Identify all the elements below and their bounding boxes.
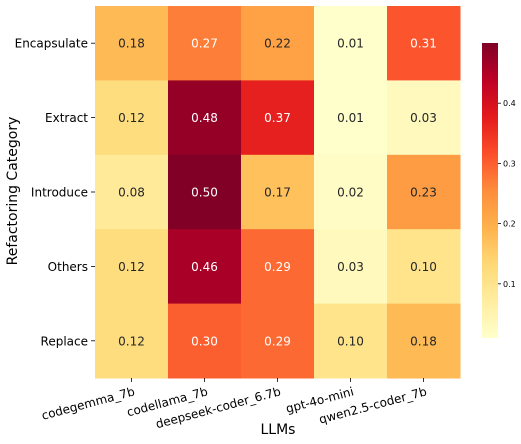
- cell-value-label: 0.03: [410, 111, 437, 125]
- heatmap-cell: [168, 6, 242, 81]
- cell-value-label: 0.18: [410, 334, 437, 348]
- heatmap-cell: [168, 80, 242, 156]
- y-axis-ticks: Encapsulate Extract Introduce Others Replace: [15, 37, 95, 348]
- heatmap-cell: [95, 6, 169, 81]
- cell-value-label: 0.46: [191, 260, 218, 274]
- heatmap-cell: [387, 154, 461, 230]
- y-tick-label: Extract: [45, 111, 88, 125]
- colorbar-tick-label: 0.3: [503, 159, 516, 168]
- cell-value-label: 0.12: [118, 260, 145, 274]
- heatmap-cell: [314, 154, 388, 230]
- cell-value-label: 0.27: [191, 37, 218, 51]
- heatmap-cell: [241, 6, 315, 81]
- cell-value-label: 0.03: [337, 260, 364, 274]
- colorbar-tick-label: 0.2: [503, 220, 516, 229]
- heatmap-cell: [95, 229, 169, 305]
- cell-value-label: 0.48: [191, 111, 218, 125]
- cell-value-label: 0.02: [337, 186, 364, 200]
- colorbar: [482, 43, 498, 338]
- heatmap-cell: [314, 6, 388, 81]
- cell-value-label: 0.30: [191, 334, 218, 348]
- heatmap-cell: [387, 303, 461, 379]
- x-tick-label: codegemma_7b: [40, 384, 136, 422]
- heatmap-cell: [387, 6, 461, 81]
- cell-value-label: 0.22: [264, 37, 291, 51]
- heatmap-cell: [168, 303, 242, 379]
- x-axis-label: LLMs: [261, 422, 296, 438]
- cell-value-label: 0.29: [264, 334, 291, 348]
- colorbar-tick-label: 0.1: [503, 280, 516, 289]
- cell-value-label: 0.17: [264, 186, 291, 200]
- heatmap-cell: [168, 154, 242, 230]
- colorbar-ticks: 0.1 0.2 0.3 0.4: [498, 99, 516, 289]
- heatmap-cell: [387, 229, 461, 305]
- heatmap-cell: [314, 80, 388, 156]
- heatmap-cell: [314, 229, 388, 305]
- heatmap-cell: [387, 80, 461, 156]
- cell-value-label: 0.18: [118, 37, 145, 51]
- heatmap-cell: [314, 303, 388, 379]
- cell-value-label: 0.31: [410, 37, 437, 51]
- cell-value-label: 0.10: [410, 260, 437, 274]
- cell-value-label: 0.08: [118, 186, 145, 200]
- heatmap-cell: [95, 80, 169, 156]
- y-tick-label: Encapsulate: [15, 37, 88, 51]
- heatmap-cell: [241, 80, 315, 156]
- cell-value-label: 0.37: [264, 111, 291, 125]
- heatmap-cell: [95, 303, 169, 379]
- heatmap-cells: [95, 6, 461, 379]
- cell-value-label: 0.50: [191, 186, 218, 200]
- x-axis-ticks: codegemma_7bcodellama_7bdeepseek-coder_6…: [40, 378, 428, 431]
- cell-value-label: 0.01: [337, 37, 364, 51]
- cell-value-label: 0.10: [337, 334, 364, 348]
- heatmap-cell: [241, 303, 315, 379]
- heatmap-cell: [168, 229, 242, 305]
- cell-value-label: 0.12: [118, 111, 145, 125]
- heatmap-cell: [241, 154, 315, 230]
- cell-value-label: 0.12: [118, 334, 145, 348]
- cell-value-label: 0.29: [264, 260, 291, 274]
- heatmap-cell: [95, 154, 169, 230]
- y-tick-label: Replace: [41, 334, 88, 348]
- y-tick-label: Introduce: [31, 186, 88, 200]
- y-axis-label: Refactoring Category: [5, 117, 21, 266]
- cell-value-label: 0.01: [337, 111, 364, 125]
- colorbar-tick-label: 0.4: [503, 99, 516, 108]
- cell-value-label: 0.23: [410, 186, 437, 200]
- heatmap-cell-labels: 0.18 0.27 0.22 0.01 0.31 0.12 0.48 0.37 0.01 0.03…: [118, 37, 437, 349]
- y-tick-label: Others: [48, 260, 88, 274]
- heatmap-cell: [241, 229, 315, 305]
